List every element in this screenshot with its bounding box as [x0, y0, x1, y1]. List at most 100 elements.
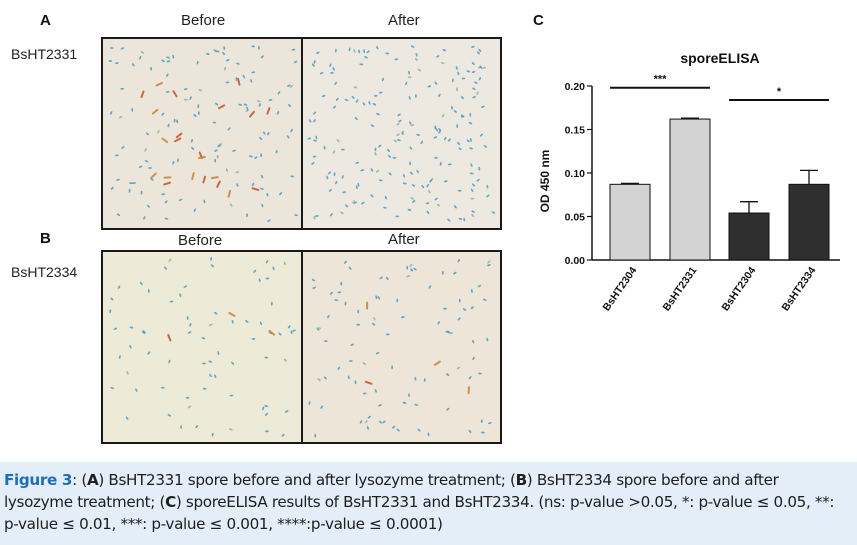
spore — [382, 420, 386, 424]
spore — [486, 194, 490, 198]
panel-a-before-label: Before — [181, 12, 226, 29]
spore — [472, 356, 475, 361]
y-axis-label: OD 450 nm — [538, 150, 552, 213]
spore — [161, 193, 165, 196]
vegetative-cell — [366, 301, 369, 310]
spore — [375, 170, 380, 173]
spore — [323, 376, 327, 380]
spore — [264, 405, 269, 407]
spore — [481, 105, 485, 108]
spore — [332, 150, 336, 154]
spore — [396, 298, 399, 303]
spore — [471, 210, 475, 213]
spore — [189, 96, 192, 100]
spore — [337, 366, 341, 371]
spore — [349, 360, 353, 362]
spore — [281, 433, 285, 437]
spore — [471, 213, 475, 218]
panel-c-letter: C — [533, 12, 544, 29]
spore — [401, 130, 405, 134]
spore — [374, 147, 377, 152]
spore — [460, 114, 465, 118]
spore — [345, 204, 349, 208]
spore — [426, 183, 429, 188]
spore — [375, 295, 378, 300]
spore — [360, 169, 365, 172]
spore — [231, 320, 234, 324]
spore — [292, 329, 296, 332]
panel-b-strain-label: BsHT2334 — [11, 264, 78, 280]
spore — [428, 285, 432, 289]
spore — [417, 68, 422, 72]
spore — [166, 56, 170, 59]
spore — [357, 309, 360, 314]
panel-b-letter: B — [40, 230, 51, 247]
spore — [323, 146, 326, 150]
spore — [223, 46, 226, 50]
vegetative-cell — [198, 155, 206, 160]
caption-ref-b: B — [515, 471, 528, 489]
spore — [316, 327, 320, 331]
micrograph-b-before — [101, 250, 305, 444]
spore — [217, 144, 221, 148]
spore — [259, 321, 262, 326]
vegetative-cell — [150, 172, 157, 179]
spore — [367, 415, 371, 419]
spore — [469, 147, 473, 150]
spore — [110, 297, 114, 301]
spore — [168, 258, 172, 262]
spore — [183, 285, 188, 288]
spore — [227, 127, 231, 131]
spore — [198, 89, 203, 92]
caption-figure-number: Figure 3 — [4, 471, 73, 489]
spore — [312, 286, 316, 290]
spore — [147, 351, 151, 355]
spore — [144, 148, 147, 152]
spore — [157, 130, 160, 134]
spore — [410, 268, 414, 272]
spore — [180, 425, 183, 429]
spore — [172, 54, 175, 59]
vegetative-cell — [151, 108, 159, 115]
spore — [261, 203, 264, 208]
spore — [168, 359, 171, 364]
spore — [396, 122, 400, 126]
spore — [115, 62, 119, 65]
spore — [381, 77, 385, 82]
spore — [373, 316, 376, 321]
spore — [329, 63, 332, 68]
spore — [257, 45, 260, 50]
spore — [378, 179, 383, 182]
spore — [466, 70, 471, 73]
spore — [110, 387, 115, 389]
spore — [482, 66, 487, 69]
spore — [396, 133, 400, 137]
spore — [266, 192, 269, 197]
spore — [351, 95, 355, 99]
vegetative-cell — [210, 176, 219, 180]
spore — [276, 111, 280, 115]
spore — [143, 216, 146, 220]
spore — [251, 45, 256, 48]
spore — [451, 78, 454, 83]
spore — [313, 119, 316, 123]
spore — [217, 351, 220, 355]
spore — [388, 172, 392, 176]
vegetative-cell — [217, 104, 226, 110]
spore — [313, 139, 317, 142]
spore — [378, 91, 383, 94]
caption-ref-c: C — [165, 493, 176, 511]
spore — [275, 149, 278, 154]
spore — [474, 81, 478, 84]
spore — [320, 405, 324, 409]
vegetative-cell — [237, 77, 241, 86]
vegetative-cell — [172, 90, 178, 98]
spore — [372, 103, 377, 106]
spore — [470, 306, 474, 310]
spore — [408, 70, 411, 75]
spore — [370, 168, 374, 172]
chart-title: sporeELISA — [680, 50, 759, 66]
spore — [110, 111, 113, 115]
spore — [307, 137, 312, 140]
spore — [279, 192, 283, 196]
